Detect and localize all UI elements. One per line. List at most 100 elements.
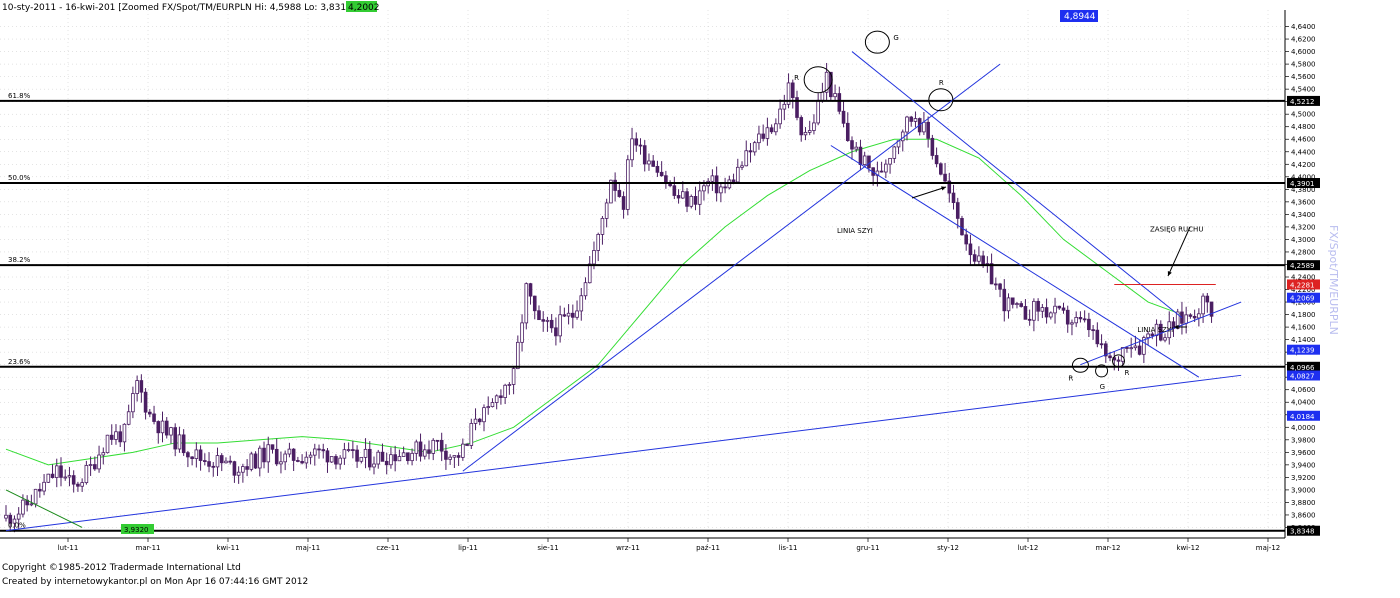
candle-body (1036, 300, 1040, 312)
candle-body (351, 449, 355, 451)
candles-group (4, 62, 1214, 533)
candle-body (803, 131, 808, 136)
candle-body (1099, 343, 1104, 346)
fib-level-tag-bg (1287, 95, 1320, 106)
x-tick-label: mar-11 (136, 544, 161, 552)
candle-body (439, 439, 444, 452)
candle-body (1091, 329, 1095, 332)
candle-body (215, 455, 220, 468)
candle-body (554, 327, 558, 337)
candle-body (1070, 322, 1074, 325)
candle-body (207, 461, 211, 467)
candle-body (939, 163, 943, 175)
candle-body (190, 456, 194, 460)
candle-body (507, 384, 512, 386)
fib-levels-group: 61.8% 50.0% 38.2% 23.6% 0.0% (0, 92, 1285, 532)
candle-body (422, 449, 427, 457)
y-tick-label: 4,5400 (1291, 86, 1316, 94)
candle-body (558, 314, 562, 337)
candle-body (659, 171, 664, 177)
candle-body (118, 431, 123, 443)
y-tick-label: 4,5800 (1291, 61, 1316, 69)
candle-body (494, 395, 499, 403)
candle-body (1078, 317, 1083, 320)
candle-body (1150, 333, 1155, 337)
y-tick-label: 4,3600 (1291, 198, 1316, 206)
candle-body (287, 448, 292, 455)
candle-body (765, 127, 770, 139)
candle-body (321, 449, 326, 452)
candle-body (1137, 345, 1142, 355)
candle-body (520, 322, 524, 343)
candle-body (270, 444, 275, 450)
candle-body (630, 138, 634, 161)
pattern-circle (928, 88, 954, 112)
x-tick-label: wrz-11 (616, 544, 640, 552)
candle-body (858, 146, 863, 165)
y-tick-label: 4,6200 (1291, 36, 1316, 44)
candle-body (613, 179, 617, 191)
candle-body (799, 117, 804, 136)
pattern-circle (803, 66, 833, 94)
candle-body (884, 163, 888, 173)
x-tick-label: kwi-12 (1176, 544, 1199, 552)
candle-body (820, 91, 825, 101)
candle-body (943, 173, 947, 182)
candle-body (642, 145, 647, 165)
candle-body (363, 448, 368, 458)
annotation-arrow (1167, 226, 1191, 277)
candle-body (71, 475, 76, 485)
candle-body (566, 312, 571, 317)
candle-body (647, 160, 651, 165)
candle-body (757, 133, 761, 144)
y-tick-label: 4,2200 (1291, 286, 1316, 294)
pattern-circle-label: G (893, 34, 898, 42)
y-tick-label: 4,4200 (1291, 161, 1316, 169)
candle-body (1010, 297, 1015, 305)
y-tick-label: 3,9600 (1291, 449, 1316, 457)
y-tick-label: 4,3400 (1291, 211, 1316, 219)
candle-body (1074, 317, 1078, 324)
trendline (462, 63, 1001, 472)
candle-body (879, 170, 884, 173)
candle-body (638, 144, 643, 147)
candle-body (338, 457, 342, 465)
candle-body (837, 93, 842, 112)
candle-body (693, 196, 698, 205)
candle-body (1044, 307, 1049, 318)
candle-body (977, 255, 981, 262)
candle-body (300, 461, 304, 464)
candle-body (486, 406, 491, 409)
pattern-circle-label: R (794, 74, 799, 82)
candle-body (778, 108, 782, 125)
y-tick-label: 4,0600 (1291, 386, 1316, 394)
annotation-arrowhead (1174, 324, 1179, 330)
candle-body (38, 488, 42, 492)
candle-body (621, 196, 626, 210)
candle-body (80, 482, 84, 487)
candle-body (571, 312, 575, 318)
candle-body (232, 461, 237, 476)
y-tick-label: 4,3000 (1291, 236, 1316, 244)
candle-body (790, 82, 795, 98)
candle-body (994, 283, 998, 286)
candle-body (1116, 359, 1121, 362)
candle-body (655, 165, 660, 173)
x-tick-label: cze-11 (376, 544, 399, 552)
pattern-circle (1095, 364, 1109, 378)
price-tags-group: 4,5212 4,3901 4,2589 4,0966 3,8348 4,2281 4,20… (121, 95, 1320, 536)
candle-body (1104, 343, 1108, 357)
candle-body (841, 110, 846, 124)
candle-body (1188, 314, 1193, 317)
candle-body (816, 99, 820, 124)
x-tick-label: kwi-11 (216, 544, 239, 552)
pattern-circle-label: R (1068, 374, 1073, 382)
candle-body (1065, 309, 1070, 325)
candle-body (1027, 318, 1032, 321)
candle-body (279, 461, 283, 465)
candle-body (833, 93, 837, 98)
candle-body (782, 103, 787, 110)
x-axis-group: lut-11 mar-11 kwi-11 maj-11 cze-11 lip-11 sie-… (58, 538, 1280, 552)
candle-body (431, 439, 436, 454)
